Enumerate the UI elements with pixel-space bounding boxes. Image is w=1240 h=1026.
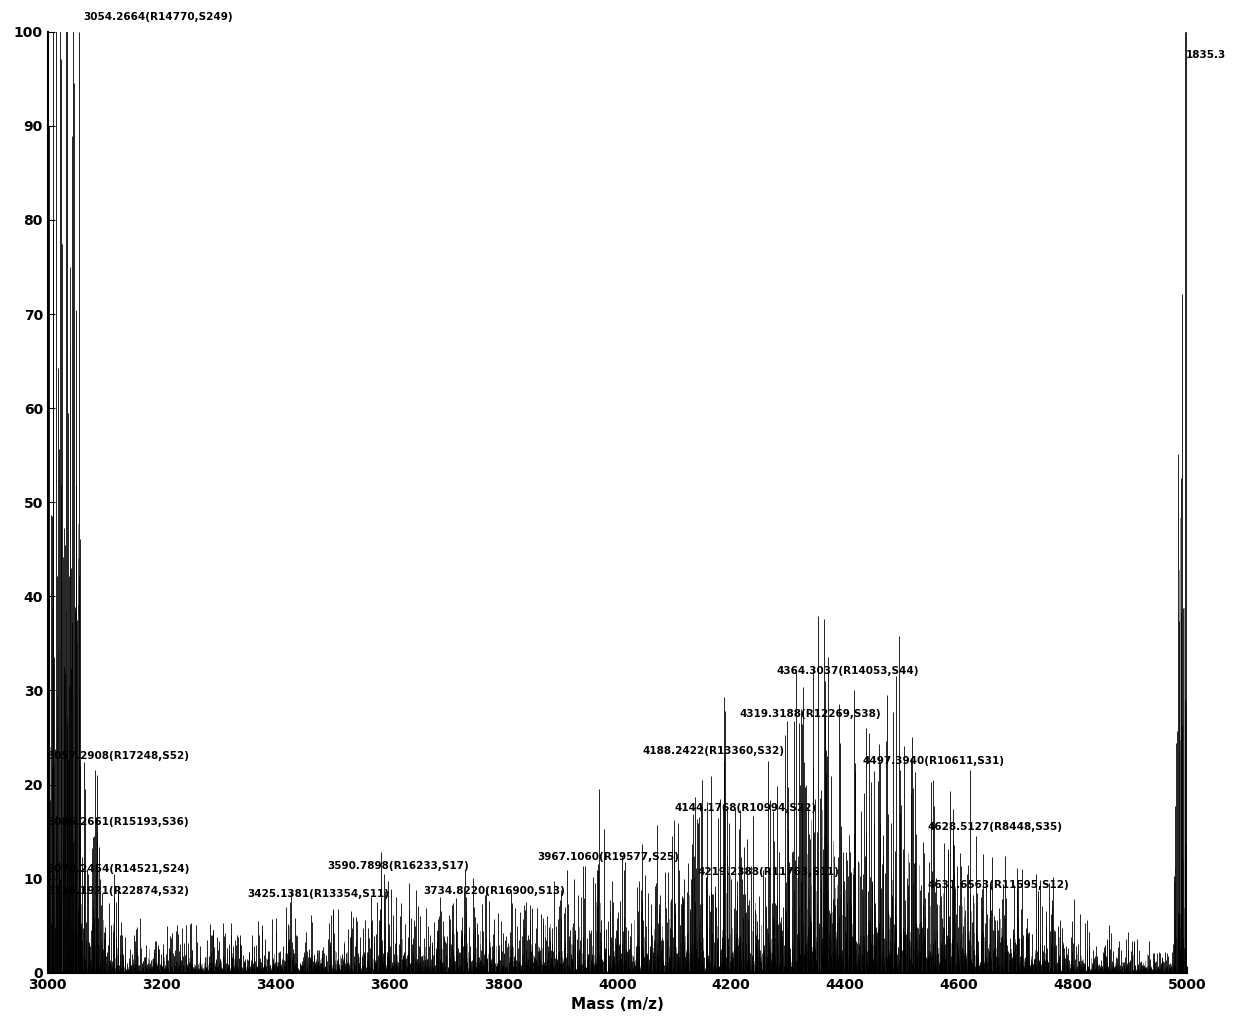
Text: 3116.1921(R22874,S32): 3116.1921(R22874,S32)	[48, 885, 190, 896]
Text: 4188.2422(R13360,S32): 4188.2422(R13360,S32)	[642, 746, 785, 756]
Text: 3734.8220(R16900,S13): 3734.8220(R16900,S13)	[424, 885, 565, 896]
Text: 3057.2908(R17248,S52): 3057.2908(R17248,S52)	[48, 751, 190, 761]
Text: 3967.1060(R19577,S25): 3967.1060(R19577,S25)	[538, 852, 680, 862]
Text: 3054.2664(R14770,S249): 3054.2664(R14770,S249)	[83, 12, 233, 23]
X-axis label: Mass (m/z): Mass (m/z)	[570, 997, 663, 1012]
Text: 3590.7898(R16233,S17): 3590.7898(R16233,S17)	[327, 861, 469, 871]
Text: 4319.3188(R12269,S38): 4319.3188(R12269,S38)	[740, 709, 882, 718]
Text: 1835.3: 1835.3	[1185, 50, 1226, 60]
Text: 3070.2454(R14521,S24): 3070.2454(R14521,S24)	[48, 864, 190, 874]
Text: 4497.3940(R10611,S31): 4497.3940(R10611,S31)	[862, 756, 1004, 765]
Text: 4628.5127(R8448,S35): 4628.5127(R8448,S35)	[928, 822, 1063, 831]
Text: 4144.1768(R10994,S22): 4144.1768(R10994,S22)	[675, 802, 816, 813]
Text: 3425.1381(R13354,S11): 3425.1381(R13354,S11)	[247, 890, 389, 900]
Text: 4219.2388(R11763,S11): 4219.2388(R11763,S11)	[697, 867, 839, 877]
Text: 4364.3037(R14053,S44): 4364.3037(R14053,S44)	[776, 666, 919, 676]
Text: 3086.2661(R15193,S36): 3086.2661(R15193,S36)	[48, 817, 190, 827]
Text: 4631.6563(R11595,S12): 4631.6563(R11595,S12)	[928, 880, 1069, 890]
